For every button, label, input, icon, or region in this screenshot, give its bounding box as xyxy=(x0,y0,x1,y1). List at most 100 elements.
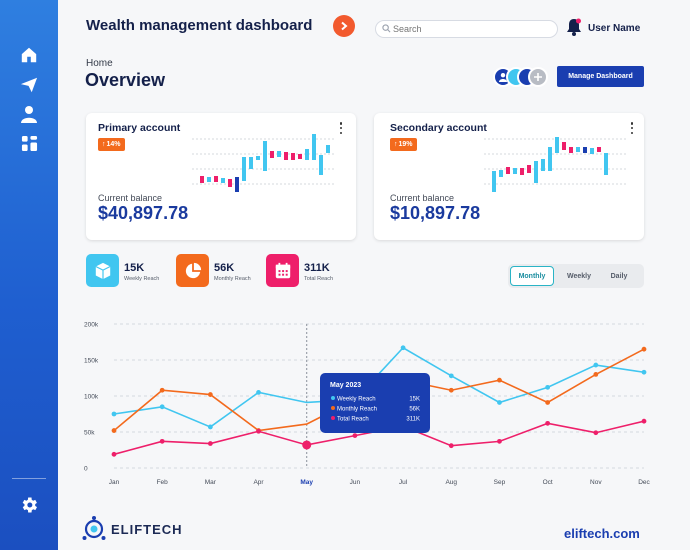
total-reach-value: 311K xyxy=(304,262,330,274)
send-icon[interactable] xyxy=(17,73,41,97)
data-point xyxy=(545,420,551,426)
tooltip-title: May 2023 xyxy=(330,382,361,389)
sidebar xyxy=(0,0,58,550)
y-tick-label: 200k xyxy=(84,322,99,329)
data-point xyxy=(207,392,213,397)
legend-dot xyxy=(331,416,335,420)
manage-dashboard-button[interactable]: Manage Dashboard xyxy=(557,66,644,87)
tab-weekly[interactable]: Weekly xyxy=(558,266,600,286)
x-tick-label: Sep xyxy=(494,479,506,486)
card-title: Primary account xyxy=(98,122,181,134)
growth-badge: ↑ 19% xyxy=(390,138,417,151)
data-point xyxy=(256,428,261,434)
breadcrumb[interactable]: Home xyxy=(86,58,113,69)
card-title: Secondary account xyxy=(390,122,487,134)
pie-chart-icon xyxy=(176,254,209,287)
y-tick-label: 50k xyxy=(84,430,95,437)
footer-link[interactable]: eliftech.com xyxy=(564,526,640,541)
search-field[interactable] xyxy=(375,20,558,38)
balance-label: Current balance xyxy=(98,193,163,203)
data-point xyxy=(207,424,213,430)
more-options-icon[interactable] xyxy=(629,122,635,134)
user-icon[interactable] xyxy=(17,102,41,126)
data-point xyxy=(497,400,502,405)
tab-monthly[interactable]: Monthly xyxy=(510,266,554,286)
sidebar-divider xyxy=(12,478,46,479)
growth-badge: ↑ 14% xyxy=(98,138,125,151)
balance-label: Current balance xyxy=(390,193,455,203)
period-toggle: Monthly Weekly Daily xyxy=(508,264,644,288)
x-tick-label: Nov xyxy=(590,479,602,486)
monthly-reach-label: Monthly Reach xyxy=(214,276,251,282)
data-point xyxy=(111,411,117,417)
tooltip-label: Monthly Reach xyxy=(337,407,377,413)
tooltip-value: 56K xyxy=(409,407,420,413)
gear-icon[interactable] xyxy=(17,493,41,517)
footer-brand: ELIFTECH xyxy=(111,522,183,537)
legend-dot xyxy=(331,406,335,410)
tooltip-box xyxy=(320,373,430,433)
apps-icon[interactable] xyxy=(17,131,41,155)
x-tick-label: Jun xyxy=(350,479,361,486)
x-tick-label: Jul xyxy=(399,479,408,486)
reach-line-chart: 0 50k 100k 150k 200k Jan Feb Mar Apr May Jun Jul Au… xyxy=(84,322,650,487)
x-tick-label: Aug xyxy=(445,479,457,486)
avatar-group[interactable] xyxy=(493,67,549,87)
primary-account-card: Primary account ↑ 14% Current balance $40… xyxy=(86,113,356,240)
data-point xyxy=(545,384,551,390)
add-member-icon[interactable] xyxy=(528,67,548,87)
chevron-right-icon[interactable] xyxy=(333,15,355,37)
more-options-icon[interactable] xyxy=(338,122,344,134)
x-tick-label: Oct xyxy=(543,479,553,486)
box-icon xyxy=(86,254,119,287)
secondary-account-card: Secondary account ↑ 19% Current balance $… xyxy=(374,113,644,240)
weekly-reach-value: 15K xyxy=(124,262,145,274)
monthly-reach-value: 56K xyxy=(214,262,235,274)
x-tick-label: May xyxy=(300,479,313,486)
data-point xyxy=(352,433,358,438)
highlight-point xyxy=(302,440,312,450)
page-title: Overview xyxy=(85,70,166,90)
data-point xyxy=(400,345,406,351)
data-point xyxy=(641,369,647,375)
data-point xyxy=(545,400,551,405)
data-point xyxy=(593,362,599,368)
data-point xyxy=(593,372,599,377)
data-point xyxy=(641,418,647,424)
balance-value: $10,897.78 xyxy=(390,203,481,223)
data-point xyxy=(448,373,454,379)
user-name[interactable]: User Name xyxy=(588,23,641,34)
search-icon xyxy=(382,24,391,33)
search-input[interactable] xyxy=(393,22,553,36)
data-point xyxy=(593,430,599,436)
tab-daily[interactable]: Daily xyxy=(600,266,638,286)
x-tick-label: Jan xyxy=(109,479,120,486)
home-icon[interactable] xyxy=(17,43,41,67)
y-tick-label: 150k xyxy=(84,358,99,365)
app-title: Wealth management dashboard xyxy=(86,17,313,34)
tooltip-label: Total Reach xyxy=(337,417,369,423)
arrow-up-icon: ↑ xyxy=(394,141,398,148)
calendar-icon xyxy=(266,254,299,287)
legend-dot xyxy=(331,396,335,400)
candlestick-chart xyxy=(192,134,336,192)
bell-icon[interactable] xyxy=(566,18,582,41)
data-point xyxy=(159,438,165,444)
y-tick-label: 0 xyxy=(84,466,88,473)
tooltip-label: Weekly Reach xyxy=(337,397,376,403)
candlestick-chart xyxy=(484,137,628,192)
data-point xyxy=(207,441,213,446)
data-point xyxy=(497,438,502,444)
y-tick-label: 100k xyxy=(84,394,99,401)
chart-tooltip: May 2023 Weekly Reach 15K Monthly Reach … xyxy=(320,373,430,433)
balance-value: $40,897.78 xyxy=(98,203,189,223)
x-tick-label: Dec xyxy=(638,479,650,486)
data-point xyxy=(448,443,454,449)
data-point xyxy=(497,377,502,383)
total-reach-label: Total Reach xyxy=(304,276,334,282)
x-tick-label: Apr xyxy=(253,479,264,486)
data-point xyxy=(641,346,647,352)
data-point xyxy=(111,451,117,457)
data-point xyxy=(448,387,454,393)
data-point xyxy=(159,404,165,410)
